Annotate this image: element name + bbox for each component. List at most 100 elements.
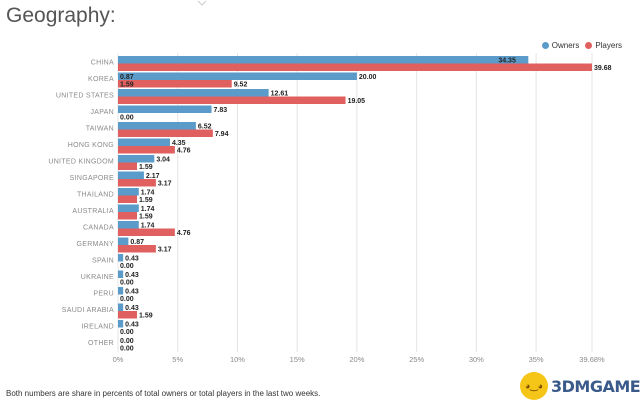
bar-owners <box>118 72 357 80</box>
value-label-players: 3.17 <box>158 247 172 254</box>
value-label-owners: 1.74 <box>141 206 155 213</box>
chevron-down-icon <box>197 0 207 6</box>
value-label-players: 0.00 <box>120 346 134 353</box>
x-tick-label: 15% <box>290 355 305 364</box>
value-label-players: 0.00 <box>120 296 134 303</box>
bar-owners <box>118 188 139 196</box>
watermark: ◕‿◕ 3DMGAME <box>520 372 640 400</box>
bar-owners <box>118 105 212 113</box>
players-swatch <box>585 42 593 49</box>
bar-players <box>118 179 156 187</box>
value-label-owners: 0.87 <box>130 239 144 246</box>
bar-owners <box>118 89 269 97</box>
chart-legend: Owners Players <box>541 41 622 50</box>
bar-owners <box>118 287 124 295</box>
category-label: SAUDI ARABIA <box>62 307 114 314</box>
category-label: UNITED KINGDOM <box>48 159 114 166</box>
category-label: KOREA <box>88 76 114 83</box>
bar-owners <box>118 221 139 229</box>
chart-footnote: Both numbers are share in percents of to… <box>6 389 321 398</box>
page-title: Geography: <box>6 4 116 27</box>
value-label-owners: 0.43 <box>125 305 139 312</box>
value-label-owners: 0.43 <box>125 322 139 329</box>
category-label: CANADA <box>83 225 114 232</box>
value-label-players: 3.17 <box>158 181 172 188</box>
value-label-players: 0.00 <box>120 115 134 122</box>
bar-owners <box>118 204 139 212</box>
category-label: AUSTRALIA <box>72 208 114 215</box>
x-tick-label: 5% <box>172 355 183 364</box>
bar-owners <box>118 237 129 245</box>
category-label: CHINA <box>91 60 114 67</box>
value-label-owners: 0.43 <box>125 289 139 296</box>
bar-owners <box>118 155 155 163</box>
x-tick-label: 25% <box>409 355 424 364</box>
value-label-owners: 0.00 <box>120 338 134 345</box>
value-label-players: 7.94 <box>215 131 229 138</box>
category-label: HONG KONG <box>68 142 114 149</box>
value-label-players: 0.00 <box>120 280 134 287</box>
bar-players <box>118 311 137 319</box>
value-label-players: 4.76 <box>177 230 191 237</box>
bar-players <box>118 146 175 154</box>
x-tick-label: 20% <box>349 355 364 364</box>
bar-players <box>118 228 175 236</box>
bar-players <box>118 129 213 137</box>
value-label-owners: 12.61 <box>271 91 289 98</box>
value-label-players: 19.05 <box>348 98 366 105</box>
category-label: THAILAND <box>77 192 114 199</box>
legend-item-players[interactable]: Players <box>585 41 622 50</box>
bar-players <box>118 195 137 203</box>
category-label: IRELAND <box>82 324 114 331</box>
category-label: SPAIN <box>92 258 114 265</box>
value-label-owners: 1.74 <box>141 223 155 230</box>
legend-label-players: Players <box>595 41 622 50</box>
bar-owners <box>118 303 124 311</box>
bar-owners <box>118 320 124 328</box>
category-label: PERU <box>93 291 114 298</box>
category-label: SINGAPORE <box>70 175 114 182</box>
value-label-owners: 3.04 <box>156 157 170 164</box>
bar-owners <box>118 138 170 146</box>
x-tick-label: 35% <box>529 355 544 364</box>
mascot-logo-icon: ◕‿◕ <box>520 372 548 400</box>
category-label: TAIWAN <box>86 126 114 133</box>
value-label-owners: 1.74 <box>141 190 155 197</box>
value-label-players: 0.00 <box>120 263 134 270</box>
bar-players <box>118 80 232 88</box>
value-label-players: 4.76 <box>177 148 191 155</box>
bar-owners <box>118 270 124 278</box>
value-label-owners: 2.17 <box>146 173 160 180</box>
value-label-players: 1.59 <box>139 214 153 221</box>
value-label-owners: 4.35 <box>172 140 186 147</box>
category-label: JAPAN <box>90 109 114 116</box>
value-label-players: 39.68 <box>594 65 612 72</box>
bar-owners <box>118 254 124 262</box>
value-label-owners: 0.87 <box>120 74 134 81</box>
x-tick-label: 10% <box>230 355 245 364</box>
value-label-owners: 0.43 <box>125 272 139 279</box>
x-tick-label: 30% <box>469 355 484 364</box>
bar-owners <box>118 122 196 130</box>
value-label-owners-end: 20.00 <box>359 74 377 81</box>
x-tick-label: 39.68% <box>579 355 605 364</box>
category-label: OTHER <box>88 340 114 347</box>
bar-owners <box>118 171 144 179</box>
x-tick-label: 0% <box>113 355 124 364</box>
category-label: UKRAINE <box>81 274 114 281</box>
bar-players <box>118 96 346 104</box>
category-label: GERMANY <box>77 241 115 248</box>
value-label-players: 1.59 <box>120 82 134 89</box>
geography-bar-chart: 0% 5% 10% 15% 20% 25% 30% 35% 39.68% CHINA 34.35 39… <box>48 53 612 364</box>
value-label-players-end: 9.52 <box>234 82 248 89</box>
value-label-owners: 6.52 <box>198 124 212 131</box>
bar-players <box>118 162 137 170</box>
legend-label-owners: Owners <box>551 41 580 50</box>
value-label-players: 1.59 <box>139 197 153 204</box>
legend-item-owners[interactable]: Owners <box>541 41 580 50</box>
value-label-owners: 7.83 <box>214 107 228 114</box>
value-label-owners: 34.35 <box>498 58 516 65</box>
watermark-text: 3DMGAME <box>551 376 640 396</box>
category-label: UNITED STATES <box>56 93 114 100</box>
value-label-owners: 0.43 <box>125 256 139 263</box>
